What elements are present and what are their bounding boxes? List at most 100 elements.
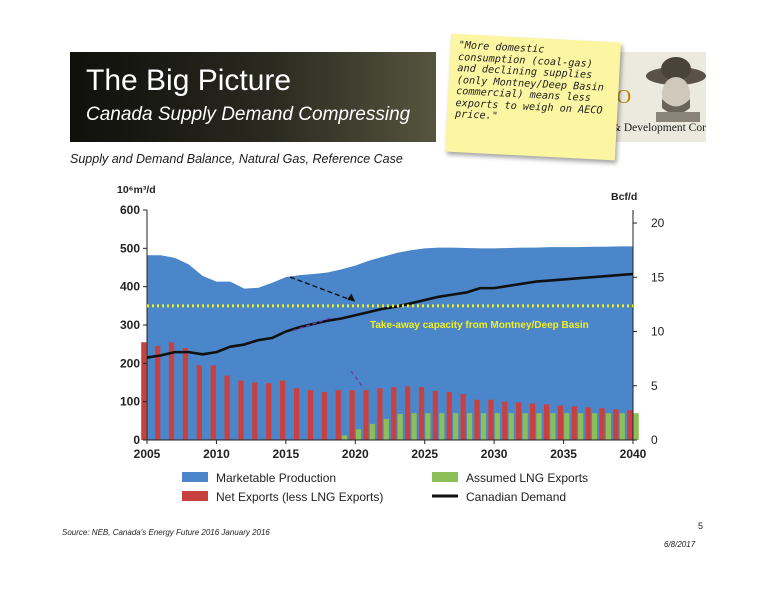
net-exports-bar xyxy=(196,365,202,440)
y-tick-label: 0 xyxy=(133,433,140,447)
net-exports-bar xyxy=(363,390,369,440)
x-tick-label: 2020 xyxy=(342,447,369,461)
legend-swatch xyxy=(182,491,208,501)
y-axis-right-label: Bcf/d xyxy=(611,191,637,203)
y-tick-label: 200 xyxy=(120,356,140,370)
lng-exports-bar xyxy=(508,413,514,440)
net-exports-bar xyxy=(391,387,397,440)
lng-exports-bar xyxy=(536,413,542,440)
lng-exports-bar xyxy=(550,413,556,440)
lng-exports-bar xyxy=(480,413,487,440)
net-exports-bar xyxy=(155,346,161,440)
lng-exports-bar xyxy=(466,413,473,440)
lng-exports-bar xyxy=(397,413,403,440)
net-exports-bar xyxy=(349,390,355,440)
lng-exports-bar xyxy=(369,423,375,440)
y2-tick-label: 10 xyxy=(651,325,665,339)
lng-exports-bar xyxy=(564,413,570,440)
net-exports-bar xyxy=(280,380,286,440)
page-title: The Big Picture xyxy=(86,64,292,97)
x-tick-label: 2015 xyxy=(273,447,300,461)
net-exports-bar xyxy=(182,348,189,440)
y-tick-label: 100 xyxy=(120,395,140,409)
annotation-arrow xyxy=(350,370,365,389)
lng-exports-bar xyxy=(355,429,362,440)
net-exports-bar xyxy=(168,342,175,440)
net-exports-bar xyxy=(307,390,314,440)
page-subtitle: Canada Supply Demand Compressing xyxy=(86,104,411,125)
lng-exports-bar xyxy=(411,413,417,440)
capacity-label: Take-away capacity from Montney/Deep Bas… xyxy=(370,320,589,331)
net-exports-bar xyxy=(252,382,258,440)
net-exports-bar xyxy=(557,405,563,440)
portrait-icon xyxy=(646,57,706,122)
net-exports-bar xyxy=(474,399,480,440)
x-tick-label: 2030 xyxy=(481,447,508,461)
net-exports-bar xyxy=(571,406,577,440)
net-exports-bar xyxy=(432,390,438,440)
net-exports-bar xyxy=(543,404,550,440)
net-exports-bar xyxy=(377,388,383,440)
annotation-arrowhead xyxy=(347,293,356,302)
net-exports-bar xyxy=(405,386,411,440)
net-exports-bar xyxy=(335,390,341,440)
legend-label: Net Exports (less LNG Exports) xyxy=(216,490,383,504)
lng-exports-bar xyxy=(342,435,348,440)
page-number: 5 xyxy=(698,521,704,531)
y-axis-left-label: 10⁶m³/d xyxy=(117,184,156,196)
lng-exports-bar xyxy=(425,413,431,440)
net-exports-bar xyxy=(627,410,633,440)
net-exports-bar xyxy=(321,392,327,440)
x-tick-label: 2010 xyxy=(203,447,230,461)
y2-tick-label: 20 xyxy=(651,216,665,230)
net-exports-bar xyxy=(530,403,536,440)
slide-date: 6/8/2017 xyxy=(664,540,696,549)
y2-tick-label: 15 xyxy=(651,270,665,284)
lng-exports-bar xyxy=(522,413,528,440)
net-exports-bar xyxy=(613,409,619,440)
net-exports-bar xyxy=(446,392,452,440)
net-exports-bar xyxy=(599,408,605,440)
y-tick-label: 500 xyxy=(120,241,140,255)
lng-exports-bar xyxy=(439,413,445,440)
net-exports-bar xyxy=(238,380,244,440)
title-banner: The Big Picture Canada Supply Demand Com… xyxy=(70,52,436,142)
legend-swatch xyxy=(182,472,208,482)
chart-title: Supply and Demand Balance, Natural Gas, … xyxy=(70,152,403,166)
x-tick-label: 2035 xyxy=(550,447,577,461)
net-exports-bar xyxy=(418,387,425,440)
net-exports-bar xyxy=(224,375,230,440)
net-exports-bar xyxy=(141,342,147,440)
x-tick-label: 2040 xyxy=(620,447,647,461)
net-exports-bar xyxy=(488,399,494,440)
demand-line xyxy=(146,272,634,359)
lng-exports-bar xyxy=(633,413,639,440)
legend-label: Canadian Demand xyxy=(466,490,566,504)
y2-tick-label: 5 xyxy=(651,379,658,393)
lng-exports-bar xyxy=(494,413,500,440)
source-note: Source: NEB, Canada's Energy Future 2016… xyxy=(62,528,270,537)
net-exports-bar xyxy=(502,401,508,440)
net-exports-bar xyxy=(460,394,466,440)
net-exports-bar xyxy=(210,365,216,440)
y2-tick-label: 0 xyxy=(651,433,658,447)
y-tick-label: 300 xyxy=(120,318,140,332)
net-exports-bar xyxy=(266,383,272,440)
lng-exports-bar xyxy=(605,413,612,440)
y-tick-label: 600 xyxy=(120,203,140,217)
net-exports-bar xyxy=(585,407,591,440)
x-tick-label: 2025 xyxy=(411,447,438,461)
annotation-arrow xyxy=(289,276,349,300)
lng-exports-bar xyxy=(619,413,625,440)
y-tick-label: 400 xyxy=(120,280,140,294)
x-tick-label: 2005 xyxy=(134,447,161,461)
logo-text: & Development Corp. xyxy=(612,122,706,134)
legend-label: Marketable Production xyxy=(216,471,336,485)
lng-exports-bar xyxy=(591,413,598,440)
legend-swatch xyxy=(432,472,458,482)
net-exports-bar xyxy=(293,388,300,440)
lng-exports-bar xyxy=(453,413,459,440)
legend-label: Assumed LNG Exports xyxy=(466,471,588,485)
lng-exports-bar xyxy=(578,413,584,440)
